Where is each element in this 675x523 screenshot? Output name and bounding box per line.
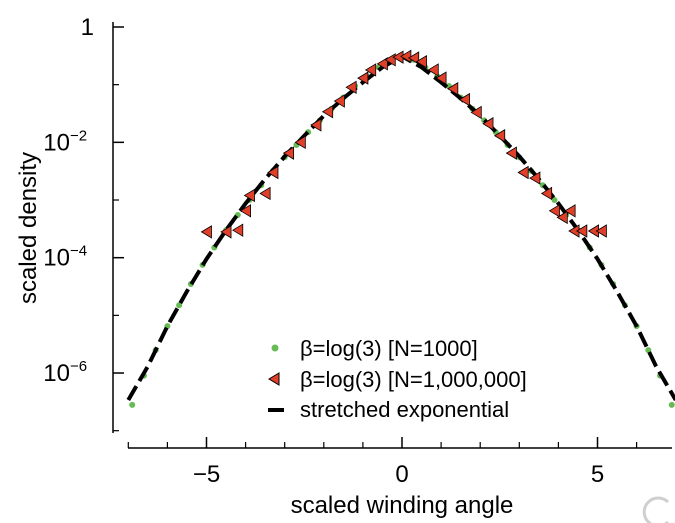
logo-watermark <box>642 496 670 523</box>
point-n1000 <box>176 302 183 309</box>
point-n1000000 <box>470 105 482 120</box>
point-n1000000 <box>282 146 295 160</box>
legend-label-stretched: stretched exponential <box>300 397 509 422</box>
y-tick-label: 10 <box>43 129 70 156</box>
plot-area: 110−210−410−6 −5 0 5 <box>43 14 675 488</box>
point-n1000000 <box>529 171 541 185</box>
y-tick-exponent: −4 <box>70 243 87 260</box>
point-n1000000 <box>482 117 494 131</box>
point-n1000000 <box>267 165 279 180</box>
point-n1000000 <box>321 104 334 119</box>
legend: β=log(3) [N=1000] β=log(3) [N=1,000,000]… <box>268 336 527 422</box>
x-tick-label: 0 <box>395 461 408 488</box>
point-n1000000 <box>345 80 357 95</box>
point-n1000000 <box>259 186 271 201</box>
point-n1000000 <box>505 146 517 160</box>
legend-marker-n1000 <box>271 344 279 352</box>
point-n1000000 <box>435 71 447 85</box>
point-n1000000 <box>595 224 607 238</box>
point-n1000000 <box>384 53 396 67</box>
point-n1000 <box>645 347 652 354</box>
x-axis-title: scaled winding angle <box>291 492 514 519</box>
point-n1000000 <box>564 204 576 218</box>
point-n1000000 <box>239 204 252 218</box>
point-n1000000 <box>200 225 212 239</box>
point-n1000000 <box>540 186 553 201</box>
y-tick-exponent: −2 <box>70 127 87 144</box>
point-n1000000 <box>220 225 232 239</box>
point-n1000000 <box>576 224 588 238</box>
point-n1000000 <box>415 55 427 69</box>
x-tick-label: 5 <box>591 461 604 488</box>
x-tick-label: −5 <box>193 461 220 488</box>
point-n1000000 <box>458 92 470 107</box>
point-n1000000 <box>427 63 439 77</box>
point-n1000000 <box>232 223 244 237</box>
point-n1000000 <box>243 188 255 203</box>
point-n1000000 <box>294 135 306 150</box>
y-tick-label: 10 <box>43 360 70 387</box>
point-n1000000 <box>333 94 345 108</box>
legend-marker-n1000000 <box>268 372 280 386</box>
y-ticks: 110−210−410−6 <box>43 14 124 432</box>
point-n1000000 <box>376 57 388 71</box>
point-n1000000 <box>364 63 377 77</box>
legend-label-n1000000: β=log(3) [N=1,000,000] <box>300 367 527 392</box>
point-n1000000 <box>447 82 459 96</box>
x-ticks: −5 0 5 <box>127 437 638 488</box>
series-layer <box>126 49 675 408</box>
legend-label-n1000: β=log(3) [N=1000] <box>300 336 478 361</box>
point-n1000000 <box>493 129 506 143</box>
point-n1000000 <box>357 71 369 85</box>
point-n1000 <box>551 197 558 204</box>
y-tick-exponent: −6 <box>70 358 87 375</box>
point-n1000000 <box>517 165 529 180</box>
point-n1000000 <box>556 210 568 225</box>
point-n1000 <box>668 401 675 408</box>
point-n1000000 <box>407 51 420 65</box>
point-n1000 <box>129 401 136 408</box>
y-axis-title: scaled density <box>15 152 42 304</box>
point-n1000000 <box>548 204 560 218</box>
watermark-arc <box>642 496 670 523</box>
y-tick-label: 1 <box>81 14 94 41</box>
point-n1000000 <box>310 118 322 132</box>
y-tick-label: 10 <box>43 245 70 272</box>
